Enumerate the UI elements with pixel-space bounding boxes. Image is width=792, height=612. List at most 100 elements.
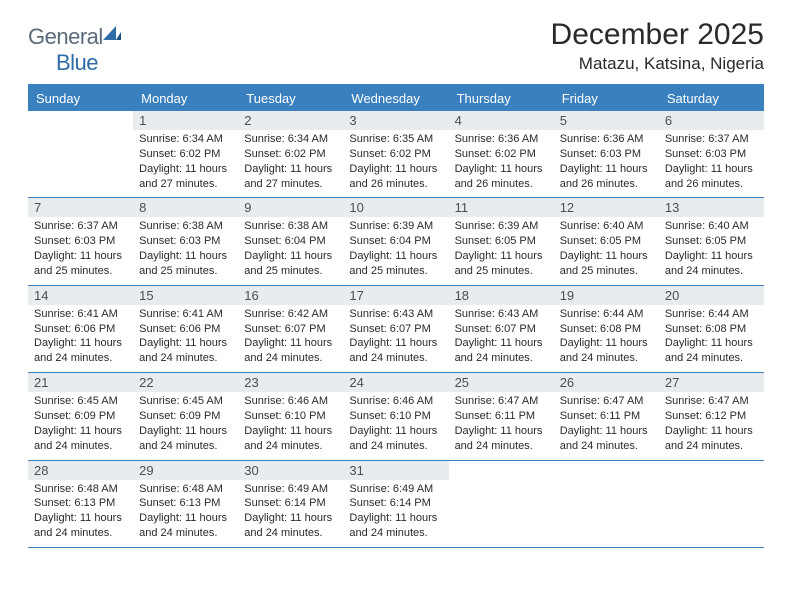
day-cell: Sunrise: Sunset: Daylight: hours and min…: [659, 461, 764, 547]
daylight-line: Daylight: 11 hours and 25 minutes.: [34, 249, 127, 279]
day-cell: 22Sunrise: 6:45 AMSunset: 6:09 PMDayligh…: [133, 373, 238, 459]
sunset-line: Sunset: 6:06 PM: [34, 322, 127, 337]
week-row: Sunrise: Sunset: Daylight: hours and min…: [28, 111, 764, 198]
dayhead-sat: Saturday: [659, 86, 764, 111]
daylight-line: Daylight: 11 hours and 24 minutes.: [139, 424, 232, 454]
sunrise-line: Sunrise: 6:38 AM: [244, 219, 337, 234]
sunrise-line: Sunrise: 6:35 AM: [349, 132, 442, 147]
day-number: 4: [449, 111, 554, 130]
day-number: 12: [554, 198, 659, 217]
daylight-line: Daylight: 11 hours and 24 minutes.: [34, 336, 127, 366]
sunset-line: Sunset: 6:07 PM: [244, 322, 337, 337]
sunset-line: Sunset: 6:02 PM: [349, 147, 442, 162]
day-header-row: Sunday Monday Tuesday Wednesday Thursday…: [28, 86, 764, 111]
sunset-line: Sunset: 6:10 PM: [349, 409, 442, 424]
day-info: Sunrise: 6:36 AMSunset: 6:02 PMDaylight:…: [449, 130, 554, 197]
sunset-line: Sunset: 6:14 PM: [349, 496, 442, 511]
day-info: Sunrise: 6:38 AMSunset: 6:04 PMDaylight:…: [238, 217, 343, 284]
sunset-line: Sunset: 6:04 PM: [244, 234, 337, 249]
day-cell: 10Sunrise: 6:39 AMSunset: 6:04 PMDayligh…: [343, 198, 448, 284]
day-number: 27: [659, 373, 764, 392]
day-cell: Sunrise: Sunset: Daylight: hours and min…: [28, 111, 133, 197]
sunrise-line: Sunrise: 6:44 AM: [560, 307, 653, 322]
day-info: Sunrise: 6:34 AMSunset: 6:02 PMDaylight:…: [133, 130, 238, 197]
day-cell: 5Sunrise: 6:36 AMSunset: 6:03 PMDaylight…: [554, 111, 659, 197]
sunrise-line: Sunrise: 6:34 AM: [139, 132, 232, 147]
day-info: Sunrise: 6:36 AMSunset: 6:03 PMDaylight:…: [554, 130, 659, 197]
week-row: 7Sunrise: 6:37 AMSunset: 6:03 PMDaylight…: [28, 198, 764, 285]
day-cell: 23Sunrise: 6:46 AMSunset: 6:10 PMDayligh…: [238, 373, 343, 459]
calendar-grid: Sunday Monday Tuesday Wednesday Thursday…: [28, 84, 764, 548]
sunrise-line: Sunrise: 6:48 AM: [139, 482, 232, 497]
day-cell: 18Sunrise: 6:43 AMSunset: 6:07 PMDayligh…: [449, 286, 554, 372]
sunset-line: Sunset: 6:03 PM: [139, 234, 232, 249]
day-info: Sunrise: 6:46 AMSunset: 6:10 PMDaylight:…: [343, 392, 448, 459]
sunset-line: Sunset: 6:11 PM: [560, 409, 653, 424]
dayhead-tue: Tuesday: [238, 86, 343, 111]
sunrise-line: Sunrise: 6:47 AM: [455, 394, 548, 409]
brand-part1: General: [28, 24, 103, 49]
sunrise-line: Sunrise: 6:47 AM: [560, 394, 653, 409]
daylight-line: Daylight: 11 hours and 24 minutes.: [244, 424, 337, 454]
sunrise-line: Sunrise: 6:37 AM: [665, 132, 758, 147]
sunset-line: Sunset: 6:09 PM: [34, 409, 127, 424]
sunrise-line: Sunrise: 6:48 AM: [34, 482, 127, 497]
sunrise-line: Sunrise: 6:39 AM: [349, 219, 442, 234]
day-info: Sunrise: 6:41 AMSunset: 6:06 PMDaylight:…: [28, 305, 133, 372]
daylight-line: Daylight: 11 hours and 24 minutes.: [244, 336, 337, 366]
daylight-line: Daylight: 11 hours and 25 minutes.: [349, 249, 442, 279]
sunrise-line: Sunrise: 6:34 AM: [244, 132, 337, 147]
daylight-line: Daylight: 11 hours and 24 minutes.: [349, 336, 442, 366]
day-number: 23: [238, 373, 343, 392]
daylight-line: Daylight: 11 hours and 24 minutes.: [139, 511, 232, 541]
day-number: 24: [343, 373, 448, 392]
day-info: Sunrise: 6:44 AMSunset: 6:08 PMDaylight:…: [554, 305, 659, 372]
day-number: 18: [449, 286, 554, 305]
brand-part2: Blue: [56, 50, 98, 75]
day-info: Sunrise: 6:40 AMSunset: 6:05 PMDaylight:…: [554, 217, 659, 284]
daylight-line: Daylight: 11 hours and 24 minutes.: [139, 336, 232, 366]
day-cell: 16Sunrise: 6:42 AMSunset: 6:07 PMDayligh…: [238, 286, 343, 372]
day-number: 29: [133, 461, 238, 480]
sunset-line: Sunset: 6:05 PM: [560, 234, 653, 249]
sunrise-line: Sunrise: 6:46 AM: [244, 394, 337, 409]
sunset-line: Sunset: 6:02 PM: [139, 147, 232, 162]
daylight-line: Daylight: 11 hours and 26 minutes.: [665, 162, 758, 192]
sunrise-line: Sunrise: 6:41 AM: [34, 307, 127, 322]
sunrise-line: Sunrise: 6:44 AM: [665, 307, 758, 322]
day-number: 28: [28, 461, 133, 480]
daylight-line: Daylight: 11 hours and 24 minutes.: [455, 336, 548, 366]
sunrise-line: Sunrise: 6:41 AM: [139, 307, 232, 322]
day-cell: 29Sunrise: 6:48 AMSunset: 6:13 PMDayligh…: [133, 461, 238, 547]
day-number: 22: [133, 373, 238, 392]
day-cell: 17Sunrise: 6:43 AMSunset: 6:07 PMDayligh…: [343, 286, 448, 372]
day-cell: 4Sunrise: 6:36 AMSunset: 6:02 PMDaylight…: [449, 111, 554, 197]
sunrise-line: Sunrise: 6:49 AM: [349, 482, 442, 497]
week-row: 21Sunrise: 6:45 AMSunset: 6:09 PMDayligh…: [28, 373, 764, 460]
day-info: Sunrise: 6:38 AMSunset: 6:03 PMDaylight:…: [133, 217, 238, 284]
day-info: Sunrise: 6:43 AMSunset: 6:07 PMDaylight:…: [343, 305, 448, 372]
daylight-line: Daylight: 11 hours and 25 minutes.: [244, 249, 337, 279]
day-cell: 9Sunrise: 6:38 AMSunset: 6:04 PMDaylight…: [238, 198, 343, 284]
day-info: Sunrise: 6:39 AMSunset: 6:05 PMDaylight:…: [449, 217, 554, 284]
day-cell: 27Sunrise: 6:47 AMSunset: 6:12 PMDayligh…: [659, 373, 764, 459]
day-info: Sunrise: 6:47 AMSunset: 6:12 PMDaylight:…: [659, 392, 764, 459]
day-info: Sunrise: 6:35 AMSunset: 6:02 PMDaylight:…: [343, 130, 448, 197]
day-number: 16: [238, 286, 343, 305]
day-number: 15: [133, 286, 238, 305]
sunrise-line: Sunrise: 6:37 AM: [34, 219, 127, 234]
day-info: Sunrise: 6:42 AMSunset: 6:07 PMDaylight:…: [238, 305, 343, 372]
sunset-line: Sunset: 6:04 PM: [349, 234, 442, 249]
day-cell: 26Sunrise: 6:47 AMSunset: 6:11 PMDayligh…: [554, 373, 659, 459]
dayhead-fri: Friday: [554, 86, 659, 111]
day-cell: 13Sunrise: 6:40 AMSunset: 6:05 PMDayligh…: [659, 198, 764, 284]
daylight-line: Daylight: 11 hours and 26 minutes.: [349, 162, 442, 192]
day-cell: 30Sunrise: 6:49 AMSunset: 6:14 PMDayligh…: [238, 461, 343, 547]
daylight-line: Daylight: 11 hours and 24 minutes.: [665, 249, 758, 279]
sunset-line: Sunset: 6:05 PM: [455, 234, 548, 249]
sunrise-line: Sunrise: 6:36 AM: [560, 132, 653, 147]
sunrise-line: Sunrise: 6:42 AM: [244, 307, 337, 322]
daylight-line: Daylight: 11 hours and 27 minutes.: [244, 162, 337, 192]
dayhead-mon: Monday: [133, 86, 238, 111]
title-block: December 2025 Matazu, Katsina, Nigeria: [551, 18, 764, 74]
